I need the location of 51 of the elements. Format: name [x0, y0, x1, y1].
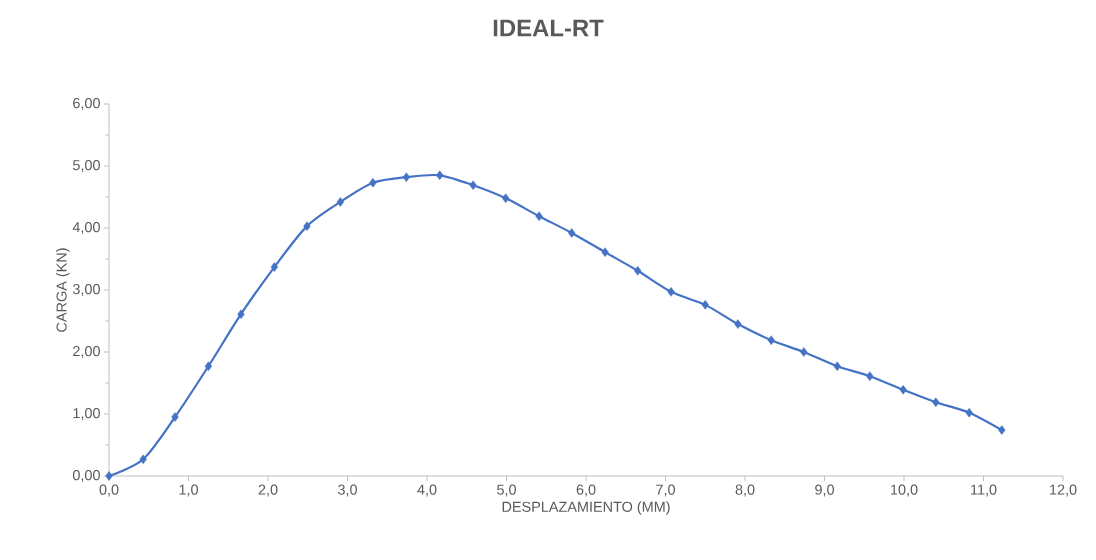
x-tick-label: 4,0: [417, 484, 437, 497]
x-tick-label: 1,0: [179, 484, 198, 497]
point: [932, 397, 940, 407]
x-tick-label: 3,0: [338, 484, 357, 497]
point: [667, 287, 675, 297]
x-tick-label: 0,0: [99, 484, 119, 497]
y-axis-title: CARGA (KN): [56, 248, 70, 332]
point: [701, 300, 709, 310]
point: [965, 408, 973, 418]
x-tick-label: 5,0: [497, 484, 516, 497]
point: [270, 262, 278, 272]
y-tick-label: 5,00: [72, 160, 100, 172]
point: [502, 193, 510, 203]
x-tick-label: 2,0: [258, 484, 278, 497]
x-tick-label: 9,0: [815, 484, 834, 497]
point: [833, 361, 841, 371]
x-axis-title: DESPLAZAMIENTO (MM): [502, 501, 670, 515]
x-tick-label: 12,0: [1050, 484, 1077, 497]
y-tick-label: 4,00: [72, 222, 100, 234]
point: [899, 385, 907, 395]
point: [866, 371, 874, 381]
point: [568, 228, 576, 238]
point: [436, 170, 444, 181]
point: [171, 412, 179, 422]
x-tick-label: 11,0: [971, 484, 997, 497]
point: [601, 247, 609, 257]
y-tick-label: 0,00: [72, 470, 100, 482]
point: [998, 425, 1006, 435]
point: [369, 177, 377, 188]
point: [767, 335, 775, 345]
point: [734, 319, 742, 329]
point: [139, 454, 147, 464]
point: [204, 361, 213, 371]
point: [336, 197, 344, 207]
y-tick-label: 3,00: [72, 284, 100, 296]
point: [105, 471, 113, 481]
chart-title: IDEAL-RT: [493, 19, 604, 37]
y-tick-label: 2,00: [73, 346, 100, 358]
x-tick-label: 8,0: [735, 484, 755, 497]
x-tick-label: 10,0: [891, 484, 918, 497]
x-tick-label: 6,0: [576, 484, 596, 497]
point: [237, 309, 245, 319]
x-tick-label: 7,0: [656, 484, 675, 497]
y-tick-label: 6,00: [73, 98, 100, 110]
point: [634, 266, 642, 276]
point: [402, 172, 410, 182]
point: [303, 221, 311, 231]
point: [469, 180, 477, 190]
y-tick-label: 1,00: [73, 408, 100, 420]
point: [800, 347, 808, 357]
point: [535, 211, 543, 221]
